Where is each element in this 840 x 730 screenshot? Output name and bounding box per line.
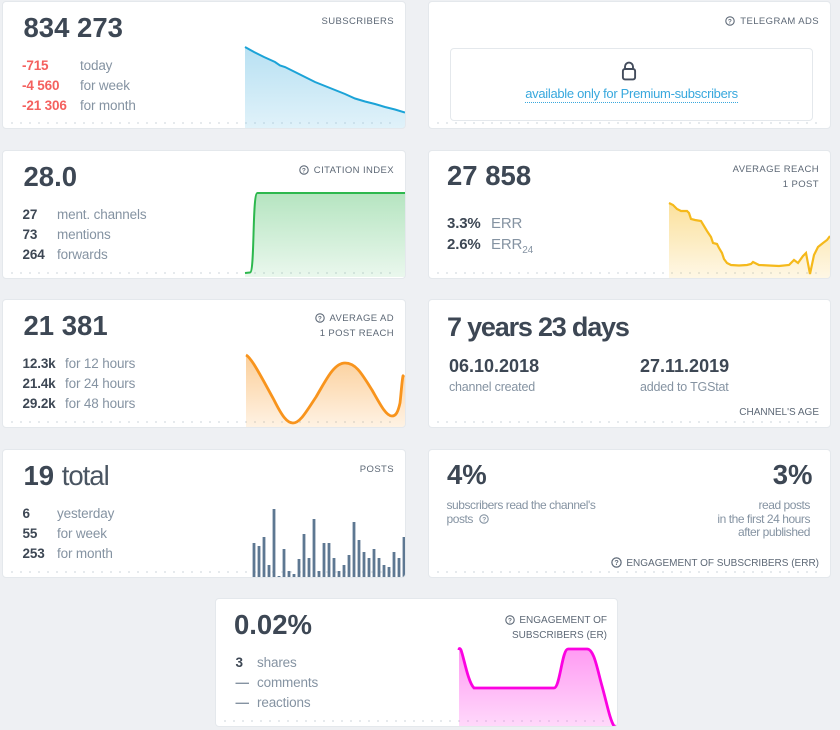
svg-text:?: ?: [614, 559, 618, 567]
svg-text:?: ?: [508, 617, 512, 624]
svg-text:?: ?: [302, 167, 306, 174]
svg-text:?: ?: [728, 18, 732, 25]
svg-text:?: ?: [318, 315, 322, 322]
svg-text:?: ?: [482, 516, 486, 523]
